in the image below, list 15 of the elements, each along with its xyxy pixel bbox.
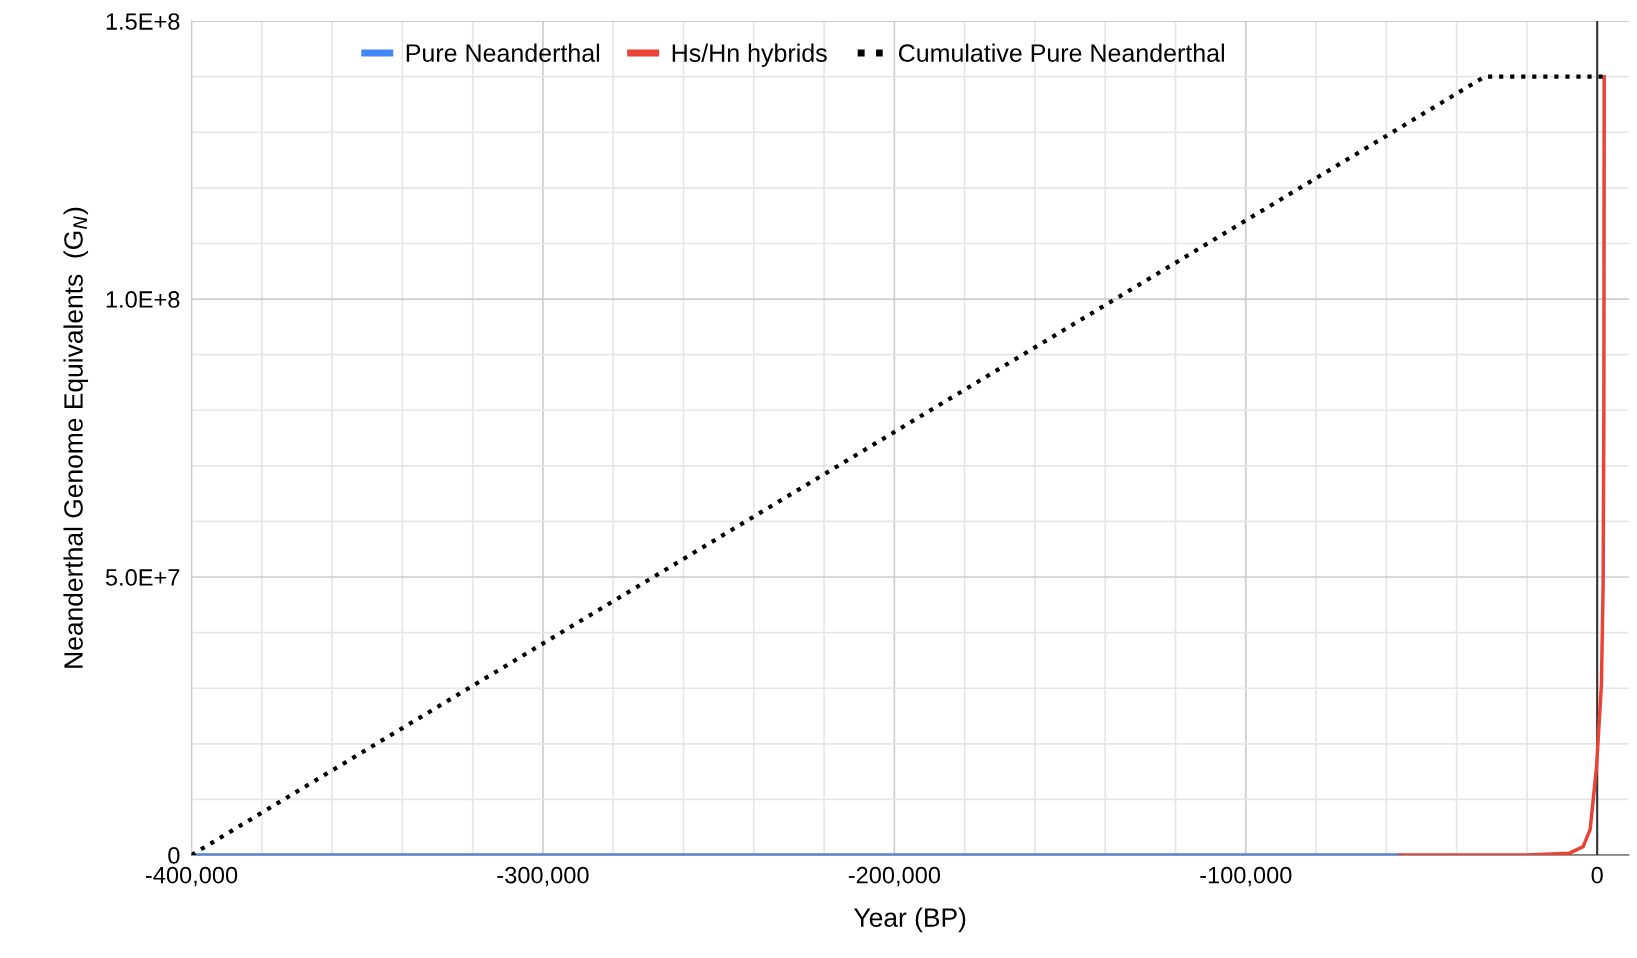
legend-label: Cumulative Pure Neanderthal <box>898 43 1224 62</box>
x-tick-label: 0 <box>1591 866 1603 884</box>
legend-label: Pure Neanderthal <box>406 43 600 62</box>
legend-label: Hs/Hn hybrids <box>672 43 827 67</box>
x-tick-label: -200,000 <box>848 866 941 887</box>
y-tick-label: 0 <box>168 847 180 864</box>
line-series <box>1398 74 1606 856</box>
y-tick-label: 5.0E+7 <box>105 569 180 586</box>
y-axis-title: Neanderthal Genome Equivalents (G$_{N}$) <box>63 207 89 668</box>
y-tick-label: 1.0E+8 <box>106 291 180 308</box>
x-tick-label: -300,000 <box>497 866 589 887</box>
x-tick-label: -100,000 <box>1200 866 1292 887</box>
x-axis-title: Year (BP) <box>854 907 966 933</box>
x-tick-label: -400,000 <box>145 866 238 887</box>
y-tick-label: 1.5E+8 <box>106 13 180 30</box>
